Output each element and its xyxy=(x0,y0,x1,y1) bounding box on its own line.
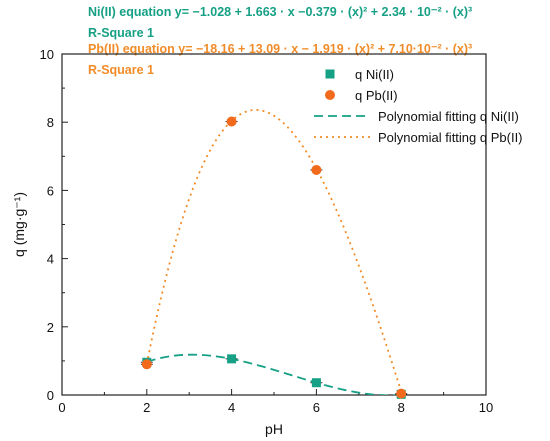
y-tick-label: 10 xyxy=(40,47,54,62)
x-tick-label: 6 xyxy=(313,400,320,415)
plot-area xyxy=(145,109,403,395)
x-axis-title: pH xyxy=(265,421,283,437)
fit-line-ni xyxy=(146,353,402,395)
legend-marker-ni xyxy=(325,69,335,79)
data-point-pb xyxy=(396,388,407,399)
plot-frame xyxy=(61,53,487,396)
legend-label: Polynomial fitting q Ni(II) xyxy=(378,109,519,124)
pb-equation: Pb(II) equation y= −18.16 + 13.09 · x − … xyxy=(88,42,473,56)
legend-label: q Ni(II) xyxy=(355,67,394,82)
data-point-ni xyxy=(227,354,237,364)
y-tick-label: 6 xyxy=(47,183,54,198)
y-tick-label: 2 xyxy=(47,320,54,335)
x-tick-label: 10 xyxy=(479,400,493,415)
pb-rsquare: R-Square 1 xyxy=(88,63,154,77)
ni-equation: Ni(II) equation y= −1.028 + 1.663 · x −0… xyxy=(88,5,473,19)
x-tick-label: 0 xyxy=(58,400,65,415)
legend-label: Polynomial fitting q Pb(II) xyxy=(378,130,523,145)
data-point-pb xyxy=(141,359,152,370)
y-tick-label: 8 xyxy=(47,115,54,130)
legend-label: q Pb(II) xyxy=(355,88,398,103)
data-point-pb xyxy=(226,116,237,127)
data-point-pb xyxy=(311,164,322,175)
x-tick-label: 8 xyxy=(398,400,405,415)
legend-marker-pb xyxy=(325,90,335,100)
x-tick-label: 2 xyxy=(143,400,150,415)
fit-line-pb xyxy=(145,109,403,392)
ni-rsquare: R-Square 1 xyxy=(88,26,154,40)
x-tick-label: 4 xyxy=(228,400,235,415)
y-axis-title: q (mg·g⁻¹) xyxy=(11,192,27,257)
y-tick-label: 4 xyxy=(47,252,54,267)
y-tick-label: 0 xyxy=(47,388,54,403)
data-point-ni xyxy=(311,378,321,388)
